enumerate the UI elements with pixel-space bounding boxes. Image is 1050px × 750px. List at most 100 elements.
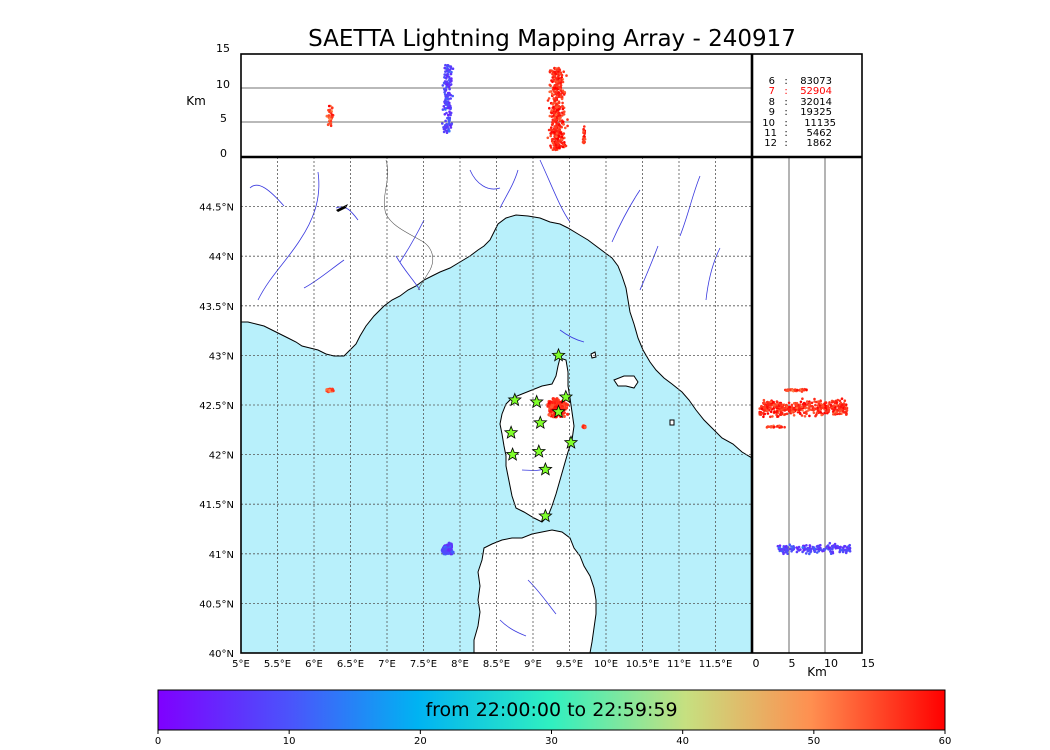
side-source-point: [771, 415, 774, 418]
altitude-source-point: [552, 105, 555, 109]
altitude-source-point: [451, 94, 455, 98]
altitude-unit-label: Km: [186, 94, 206, 108]
altitude-source-point: [445, 131, 449, 134]
altitude-source-point: [554, 143, 558, 147]
station-star-icon: [558, 389, 574, 404]
station-star-icon: [533, 415, 548, 429]
lon-tick-label: 10°E: [594, 659, 618, 670]
altitude-source-point: [558, 118, 561, 121]
stats-row-label: 7: [769, 86, 775, 97]
side-source-point: [813, 397, 816, 401]
side-source-point: [788, 408, 792, 412]
altitude-source-point: [449, 104, 452, 108]
side-source-point: [833, 401, 837, 405]
side-source-point: [840, 397, 844, 401]
altitude-source-point: [561, 101, 564, 105]
lightning-source-point: [550, 408, 554, 412]
side-source-point: [839, 545, 842, 549]
side-source-point: [805, 400, 809, 403]
side-source-point: [848, 543, 851, 547]
side-source-point: [762, 409, 766, 412]
station-star-icon: [538, 508, 553, 523]
lightning-source-point: [564, 402, 568, 406]
side-source-point: [805, 544, 808, 547]
altitude-source-point: [558, 146, 561, 150]
altitude-source-point: [447, 127, 450, 130]
side-source-point: [809, 547, 813, 551]
altitude-source-point: [554, 86, 557, 90]
side-tick-5: 5: [789, 657, 796, 670]
altitude-source-point: [562, 143, 565, 147]
lon-tick-label: 9°E: [524, 659, 542, 670]
altitude-source-point: [554, 148, 557, 152]
side-source-point: [825, 546, 828, 550]
altitude-source-point: [563, 90, 566, 94]
side-source-point: [784, 548, 788, 552]
side-source-point: [795, 546, 799, 549]
station-star-icon: [551, 347, 566, 362]
lightning-source-point: [566, 412, 570, 416]
altitude-source-point: [561, 107, 565, 111]
altitude-source-point: [550, 109, 553, 112]
side-source-point: [769, 404, 773, 407]
side-source-point: [815, 411, 819, 414]
side-source-point: [778, 546, 781, 549]
side-source-point: [812, 546, 816, 549]
altitude-source-point: [562, 123, 565, 126]
altitude-source-point: [443, 88, 446, 92]
map-gridlines: [241, 157, 752, 653]
colorbar-tick-label: 50: [807, 736, 820, 747]
altitude-source-point: [561, 80, 565, 84]
side-source-point: [844, 548, 848, 552]
lightning-source-point: [546, 404, 550, 408]
altitude-source-point: [442, 105, 446, 108]
altitude-source-point: [548, 69, 552, 72]
altitude-source-point: [562, 120, 565, 124]
lat-tick-label: 42°N: [209, 451, 234, 462]
stats-row-value: 11135: [804, 118, 836, 129]
map-tick-labels: 5°E 5.5°E 6°E 6.5°E 7°E 7.5°E 8°E 8.5°E 9°E 9.5°E…: [199, 203, 732, 670]
lightning-source-point: [449, 547, 453, 551]
side-source-point: [829, 550, 832, 553]
altitude-source-point: [548, 106, 551, 110]
altitude-source-point: [562, 132, 566, 135]
side-source-point: [821, 404, 825, 407]
side-source-point: [799, 403, 802, 406]
altitude-source-point: [443, 100, 446, 103]
altitude-source-point: [445, 77, 448, 80]
source-count-panel: 6 : 83073 7 : 52904 8 : 32014 9 : 19325 …: [752, 54, 862, 157]
altitude-source-point: [551, 141, 555, 144]
lon-tick-label: 5.5°E: [264, 659, 291, 670]
side-source-point: [834, 545, 838, 549]
altitude-source-point: [554, 138, 557, 142]
lon-tick-label: 7°E: [378, 659, 396, 670]
altitude-source-point: [554, 113, 558, 117]
side-source-point: [803, 415, 807, 418]
side-source-point: [819, 399, 822, 403]
altitude-source-point: [449, 80, 453, 83]
lightning-source-point: [553, 401, 557, 405]
altitude-source-point: [555, 91, 558, 95]
stats-row-sep: :: [784, 86, 787, 97]
altitude-source-point: [446, 75, 449, 78]
side-source-point: [796, 388, 799, 392]
altitude-source-point: [582, 127, 585, 131]
side-source-point: [801, 387, 804, 391]
country-borders: [384, 159, 433, 291]
altitude-source-point: [548, 114, 552, 118]
side-source-point: [805, 410, 808, 414]
altitude-source-point: [443, 93, 447, 96]
altitude-source-point: [553, 99, 556, 103]
side-source-point: [765, 406, 769, 409]
altitude-source-point: [557, 75, 560, 78]
side-source-point: [790, 403, 794, 407]
altitude-source-point: [328, 108, 332, 112]
altitude-source-point: [555, 96, 559, 100]
altitude-tick-10: 10: [216, 78, 230, 91]
altitude-source-point: [553, 75, 556, 78]
altitude-source-point: [328, 121, 332, 125]
side-source-point: [795, 403, 798, 407]
sardinia-island: [473, 529, 597, 653]
side-source-point: [786, 389, 790, 393]
altitude-source-point: [557, 104, 561, 108]
